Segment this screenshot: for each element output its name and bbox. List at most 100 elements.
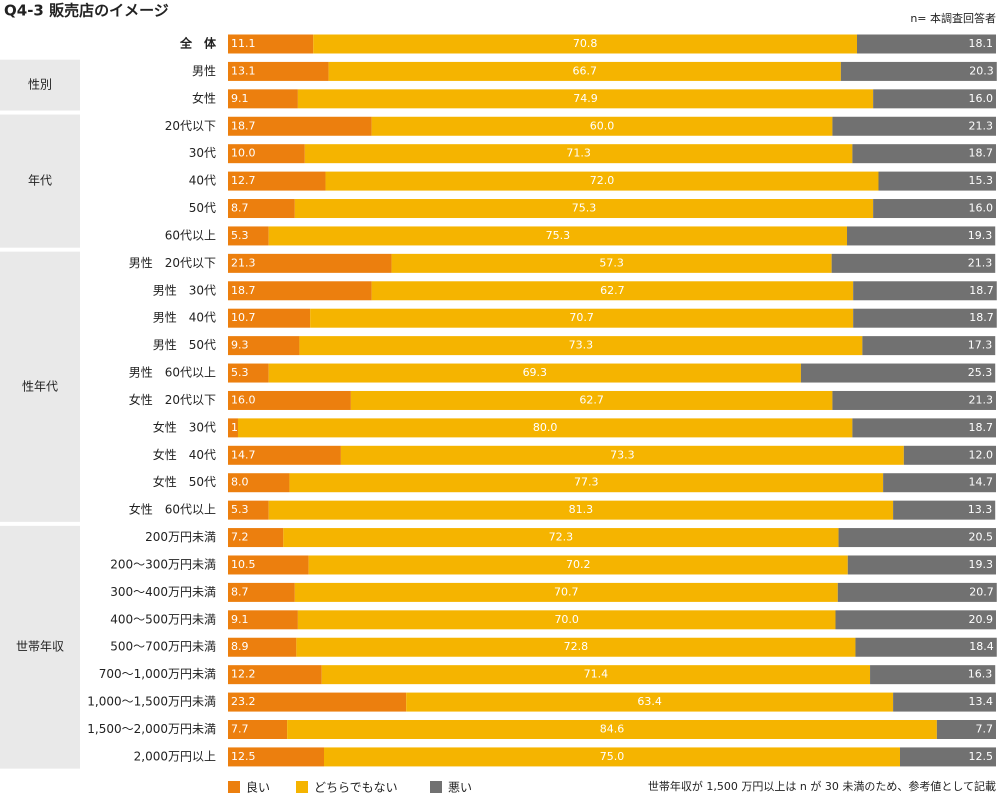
value-label: 21.3 [969, 119, 994, 132]
bar-segment [893, 500, 996, 520]
value-label: 7.2 [231, 531, 249, 544]
category-label: 2,000万円以上 [134, 749, 216, 763]
category-label: 20代以下 [165, 119, 216, 133]
value-label: 16.3 [968, 668, 993, 681]
bar-segment [903, 445, 996, 465]
bar-segment [228, 61, 329, 81]
bar-segment [800, 363, 996, 383]
value-label: 11.1 [231, 37, 256, 50]
bar-segment [852, 418, 996, 438]
value-label: 70.0 [554, 613, 579, 626]
value-label: 71.4 [584, 668, 609, 681]
value-label: 5.3 [231, 366, 249, 379]
value-label: 21.3 [231, 256, 256, 269]
bar-segment [832, 116, 996, 136]
legend-swatch [430, 781, 442, 793]
category-label: 700～1,000万円未満 [99, 667, 216, 681]
value-label: 71.3 [566, 147, 591, 160]
bar-segment [862, 336, 996, 356]
category-label: 200～300万円未満 [110, 557, 216, 571]
bar-segment [228, 582, 295, 602]
bar-segment [852, 144, 996, 164]
bar-segment [228, 281, 372, 301]
value-label: 12.5 [231, 750, 256, 763]
chart-title: Q4-3 販売店のイメージ [4, 2, 169, 20]
value-label: 10.0 [231, 147, 256, 160]
value-label: 18.7 [969, 147, 994, 160]
bar-segment [228, 89, 298, 109]
group-box [0, 114, 80, 248]
value-label: 9.1 [231, 92, 249, 105]
value-label: 16.0 [231, 393, 256, 406]
bar-segment [228, 308, 311, 328]
bar-segment [391, 253, 832, 273]
value-label: 77.3 [574, 476, 599, 489]
bar-segment [294, 199, 874, 219]
value-label: 9.1 [231, 613, 249, 626]
category-label: 男性 50代 [153, 338, 216, 352]
value-label: 75.3 [572, 202, 597, 215]
value-label: 8.7 [231, 585, 249, 598]
value-label: 66.7 [572, 64, 597, 77]
category-label: 500～700万円未満 [110, 640, 216, 654]
bar-segment [847, 226, 996, 246]
category-label: 400～500万円未満 [110, 612, 216, 626]
value-label: 19.3 [968, 229, 993, 242]
category-label: 女性 50代 [153, 474, 216, 489]
value-label: 16.0 [969, 202, 994, 215]
bar-segment [847, 555, 996, 575]
value-label: 21.3 [969, 393, 994, 406]
bar-segment [228, 144, 305, 164]
value-label: 14.7 [231, 448, 256, 461]
bar-segment [853, 308, 997, 328]
value-label: 72.8 [564, 640, 589, 653]
bar-segment [228, 445, 341, 465]
bar-segment [297, 610, 836, 630]
value-label: 62.7 [600, 284, 625, 297]
group-label: 世帯年収 [16, 640, 64, 654]
value-label: 70.2 [566, 558, 591, 571]
bar-segment [835, 610, 996, 630]
category-label: 30代 [189, 146, 216, 160]
bar-segment [228, 116, 372, 136]
bar-segment [294, 582, 838, 602]
bar-segment [840, 61, 997, 81]
bar-segment [893, 692, 996, 712]
value-label: 23.2 [231, 695, 256, 708]
category-label: 男性 40代 [153, 311, 216, 325]
bar-segment [268, 363, 801, 383]
bar-segment [313, 34, 857, 54]
value-label: 84.6 [600, 723, 625, 736]
value-label: 70.7 [554, 585, 579, 598]
group-label: 性別 [28, 78, 52, 92]
category-label: 40代 [189, 174, 216, 188]
bar-segment [296, 637, 856, 657]
value-label: 81.3 [569, 503, 594, 516]
value-label: 21.3 [968, 256, 993, 269]
bar-segment [287, 720, 937, 739]
bar-segment [228, 363, 269, 383]
group-label: 年代 [28, 174, 52, 188]
bar-segment [297, 89, 874, 109]
bar-segment [883, 473, 996, 493]
bar-segment [873, 199, 996, 219]
bar-segment [228, 253, 392, 273]
bar-segment [268, 500, 894, 520]
category-label: 女性 [192, 90, 216, 105]
bar-segment [873, 89, 996, 109]
bar-segment [853, 281, 997, 301]
value-label: 12.0 [969, 448, 994, 461]
bar-segment [304, 144, 853, 164]
value-label: 73.3 [569, 339, 594, 352]
category-label: 全 体 [179, 36, 217, 51]
value-label: 18.7 [969, 421, 994, 434]
bar-segment [228, 418, 238, 438]
bar-segment [228, 720, 288, 739]
category-label: 女性 30代 [153, 419, 216, 434]
value-label: 8.9 [231, 640, 249, 653]
bar-segment [228, 473, 290, 493]
bar-segment [371, 116, 833, 136]
legend-swatch [228, 781, 240, 793]
value-label: 73.3 [610, 448, 635, 461]
value-label: 15.3 [969, 174, 994, 187]
